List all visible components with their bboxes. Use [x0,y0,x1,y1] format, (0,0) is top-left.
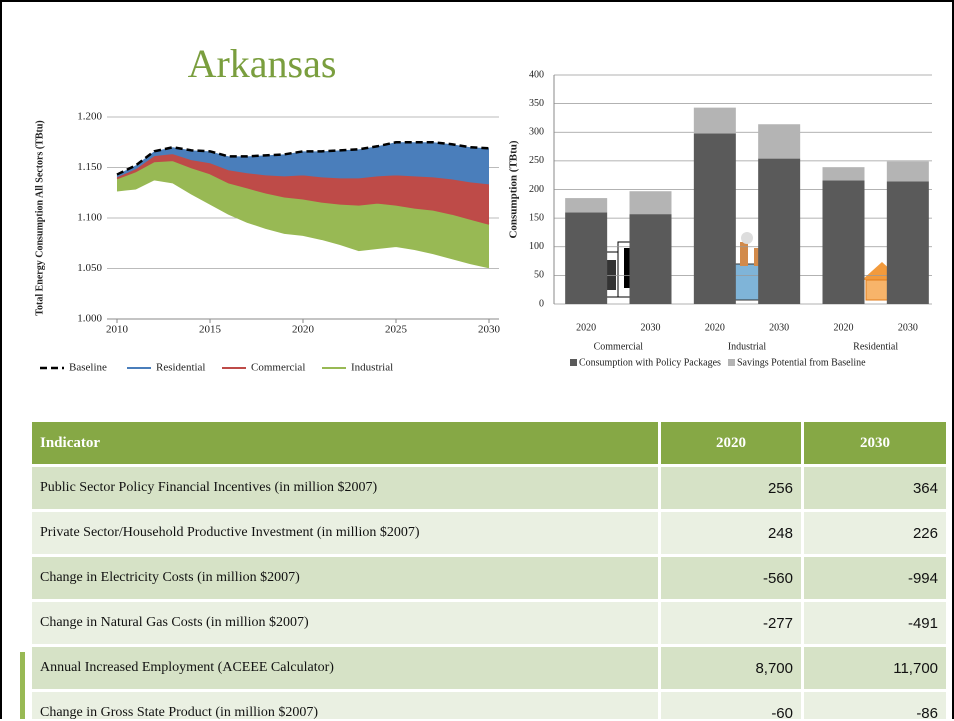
table-cell: Change in Gross State Product (in millio… [32,692,658,719]
y-tick-label: 300 [529,127,544,138]
table-cell: Change in Natural Gas Costs (in million … [32,602,658,644]
legend-label: Commercial [251,362,305,374]
table-cell: -994 [804,557,946,599]
y-tick-label: 350 [529,98,544,109]
x-tick-label: 2030 [898,322,918,333]
bar [758,159,800,304]
group-label: Residential [853,341,898,352]
table-cell: -60 [661,692,801,719]
slide: Arkansas 1.000 1.050 1.100 1.150 1.200 2010 20… [0,0,954,719]
table-cell: -491 [804,602,946,644]
table-cell: Change in Electricity Costs (in million … [32,557,658,599]
legend-label: Consumption with Policy Packages [579,357,721,368]
table-cell: Public Sector Policy Financial Incentive… [32,467,658,509]
x-tick-label: 2020 [576,322,596,333]
group-label: Commercial [594,341,644,352]
table-cell: 8,700 [661,647,801,689]
y-axis-label: Total Energy Consumption All Sectors (TB… [34,120,45,315]
legend-label: Industrial [351,362,393,374]
table-row: Private Sector/Household Productive Inve… [32,512,946,554]
bar [823,180,865,304]
bar [630,191,672,214]
charts: Arkansas 1.000 1.050 1.100 1.150 1.200 2010 20… [2,2,952,422]
y-tick-label: 0 [539,298,544,309]
y-tick-label: 1.100 [77,212,102,224]
table-cell: 256 [661,467,801,509]
bar [694,108,736,134]
slide-title: Arkansas [188,41,337,86]
table-row: Public Sector Policy Financial Incentive… [32,467,946,509]
bar [887,161,929,181]
table-row: Change in Natural Gas Costs (in million … [32,602,946,644]
table-cell: 364 [804,467,946,509]
group-label: Industrial [728,341,767,352]
x-tick-label: 2020 [705,322,725,333]
legend-swatch [728,359,735,366]
y-tick-label: 1.000 [77,313,102,325]
table-cell: -560 [661,557,801,599]
x-tick-label: 2025 [385,324,408,336]
table-cell: 2030 [804,422,946,464]
table-cell: -277 [661,602,801,644]
y-tick-label: 1.050 [77,262,102,274]
y-tick-label: 50 [534,270,544,281]
y-tick-label: 1.200 [77,111,102,123]
x-tick-label: 2030 [769,322,789,333]
bar [823,167,865,180]
legend-label: Savings Potential from Baseline [737,357,866,368]
table-cell: 11,700 [804,647,946,689]
x-tick-label: 2030 [478,324,501,336]
accent-bar [20,652,25,719]
y-tick-label: 400 [529,69,544,80]
table-cell: 2020 [661,422,801,464]
table-cell: Private Sector/Household Productive Inve… [32,512,658,554]
y-tick-label: 150 [529,212,544,223]
x-tick-label: 2020 [834,322,854,333]
table-cell: 226 [804,512,946,554]
table-row: Change in Electricity Costs (in million … [32,557,946,599]
bar [887,181,929,304]
bar [565,212,607,304]
table-cell: Annual Increased Employment (ACEEE Calcu… [32,647,658,689]
legend-label: Baseline [69,362,107,374]
bar [630,214,672,304]
table-cell: Indicator [32,422,658,464]
bar [694,133,736,304]
table-cell: -86 [804,692,946,719]
table-row: Change in Gross State Product (in millio… [32,692,946,719]
y-tick-label: 1.150 [77,161,102,173]
x-tick-label: 2015 [199,324,222,336]
legend-label: Residential [156,362,206,374]
table-row: Annual Increased Employment (ACEEE Calcu… [32,647,946,689]
table-cell: 248 [661,512,801,554]
legend-swatch [570,359,577,366]
bar [565,198,607,212]
x-tick-label: 2030 [641,322,661,333]
bar [758,124,800,158]
y-tick-label: 250 [529,155,544,166]
y-axis-label: Consumption (TBtu) [508,140,520,238]
x-tick-label: 2020 [292,324,315,336]
y-tick-label: 100 [529,241,544,252]
y-tick-label: 200 [529,184,544,195]
x-tick-label: 2010 [106,324,129,336]
